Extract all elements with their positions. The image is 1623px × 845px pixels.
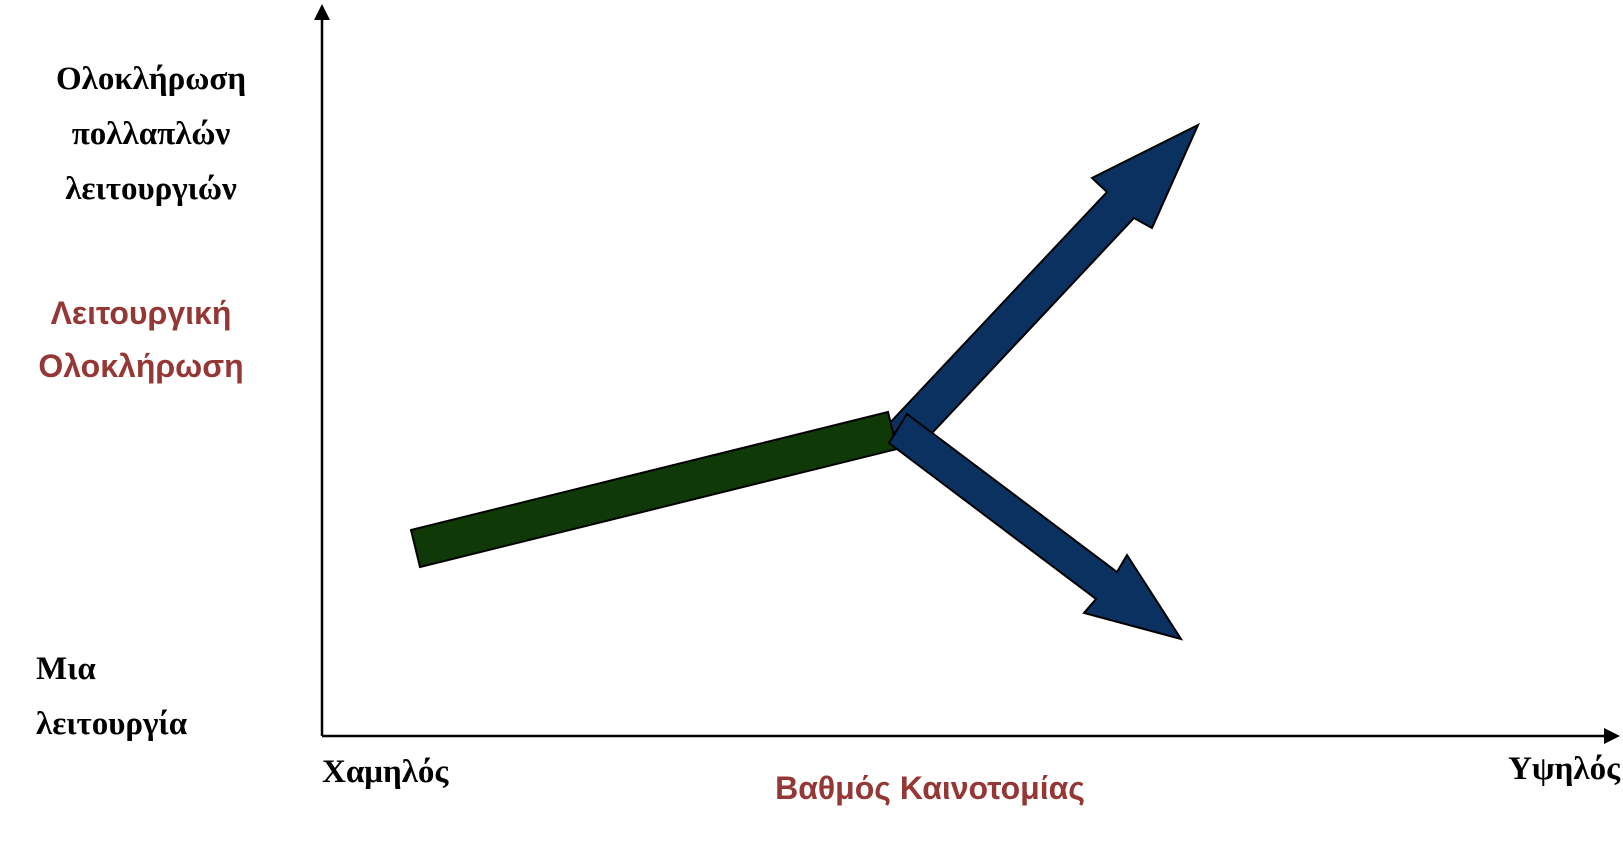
x-axis-low-label: Χαμηλός: [322, 754, 449, 790]
y-axis-high-label-line: πολλαπλών: [71, 116, 231, 152]
green-path-bar: [409, 410, 899, 569]
rising-arrow: [884, 122, 1201, 450]
x-axis-title: Βαθμός Καινοτομίας: [775, 770, 1085, 806]
y-axis-low-label: Μια λειτουργία: [20, 642, 220, 752]
y-axis-high-label-line: Ολοκλήρωση: [55, 61, 247, 97]
y-axis-title-line: Ολοκλήρωση: [38, 348, 244, 384]
y-axis-title: Λειτουργική Ολοκλήρωση: [0, 287, 282, 393]
y-axis-title-line: Λειτουργική: [50, 295, 232, 331]
falling-arrow: [887, 412, 1184, 641]
x-axis-arrowhead: [1604, 728, 1620, 744]
y-axis-low-label-line: λειτουργία: [36, 706, 188, 742]
y-axis-arrowhead: [314, 4, 330, 20]
y-axis-high-label: Ολοκλήρωση πολλαπλών λειτουργιών: [20, 52, 282, 217]
x-axis-high-label: Υψηλός: [1508, 751, 1620, 787]
y-axis-low-label-line: Μια: [36, 651, 96, 687]
y-axis-high-label-line: λειτουργιών: [65, 171, 237, 207]
